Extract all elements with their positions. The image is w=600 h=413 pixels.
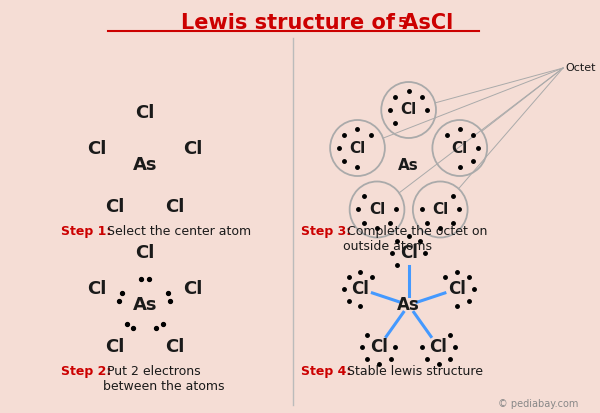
Text: Cl: Cl: [401, 102, 417, 118]
Text: Cl: Cl: [86, 280, 106, 298]
Text: 5: 5: [398, 16, 407, 30]
Text: © pediabay.com: © pediabay.com: [499, 399, 579, 409]
Text: Cl: Cl: [349, 140, 365, 156]
Text: As: As: [133, 296, 157, 314]
Text: Cl: Cl: [432, 202, 448, 217]
Text: Put 2 electrons
between the atoms: Put 2 electrons between the atoms: [103, 365, 224, 393]
Text: Cl: Cl: [184, 280, 203, 298]
Text: Cl: Cl: [369, 202, 385, 217]
Text: Cl: Cl: [352, 280, 369, 298]
Text: Step 2:: Step 2:: [61, 365, 111, 378]
Text: Cl: Cl: [452, 140, 468, 156]
Text: Cl: Cl: [105, 338, 124, 356]
Text: Select the center atom: Select the center atom: [103, 225, 251, 238]
Text: Cl: Cl: [400, 244, 418, 262]
Text: Cl: Cl: [165, 198, 184, 216]
Text: Step 3:: Step 3:: [301, 225, 352, 238]
Text: Step 1:: Step 1:: [61, 225, 111, 238]
Text: Cl: Cl: [370, 338, 388, 356]
Text: Cl: Cl: [184, 140, 203, 158]
Text: Cl: Cl: [135, 244, 154, 262]
Text: Cl: Cl: [86, 140, 106, 158]
Text: Stable lewis structure: Stable lewis structure: [343, 365, 483, 378]
Text: Cl: Cl: [135, 104, 154, 122]
Text: As: As: [398, 157, 419, 173]
Text: Cl: Cl: [448, 280, 466, 298]
Text: As: As: [397, 296, 420, 314]
Text: Octet: Octet: [565, 63, 596, 73]
Text: Lewis structure of AsCl: Lewis structure of AsCl: [181, 13, 453, 33]
Text: Cl: Cl: [430, 338, 448, 356]
Text: Complete the octet on
outside atoms: Complete the octet on outside atoms: [343, 225, 488, 253]
Text: Cl: Cl: [165, 338, 184, 356]
Text: As: As: [133, 156, 157, 174]
Text: Step 4:: Step 4:: [301, 365, 352, 378]
Text: Cl: Cl: [105, 198, 124, 216]
